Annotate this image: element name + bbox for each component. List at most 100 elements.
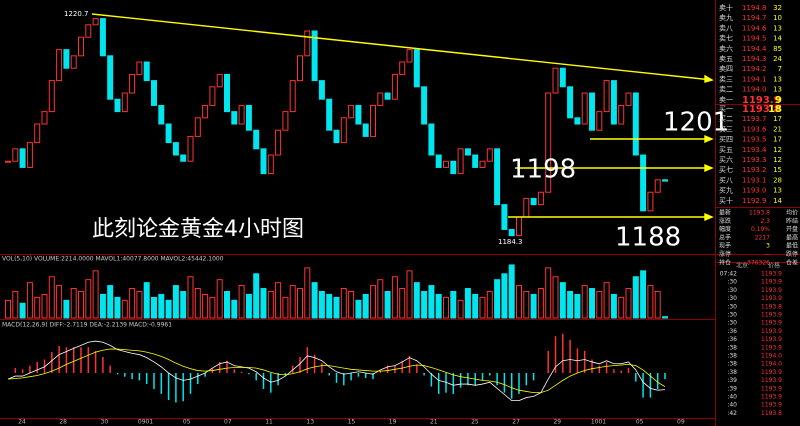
stat-label: 仓差 [786,258,798,266]
candle [494,148,501,206]
volume-bar [530,293,537,319]
stat-value: — [764,251,770,258]
tick-price: 1193.9 [761,336,782,343]
volume-bar [202,293,209,319]
book-label: 卖八 [719,24,733,32]
stat-label: 总手 [719,233,731,241]
tick-price: 1194.0 [761,353,782,360]
tick-price: 1193.9 [761,394,782,401]
candle [618,104,625,125]
candle [311,30,318,82]
book-label: 买六 [719,155,733,164]
book-volume: 14 [773,197,782,205]
volume-bar [12,290,19,319]
candle [370,104,376,137]
book-volume: 7 [778,65,782,73]
candle [391,73,398,100]
candle [537,191,544,206]
candle [559,67,566,88]
book-label: 卖七 [719,34,733,43]
candle [297,55,303,82]
candle [625,92,632,106]
volume-bar [26,282,33,319]
book-label: 买九 [719,186,733,195]
volume-bar [640,270,647,319]
volume-bar [19,302,26,319]
book-label: 买七 [719,165,733,174]
date-label: 30 [101,419,109,426]
book-price: 1193.7 [742,115,767,123]
book-price: 1193.8 [742,104,781,115]
tick-header: 价格 [768,262,780,270]
candle [472,154,479,168]
tick-price: 1193.8 [761,303,782,310]
candle [107,55,114,100]
tick-time: :30 [727,303,737,310]
candle [589,92,595,131]
book-price: 1194.5 [742,35,767,43]
volume-header: VOL(5,10) VOLUME:2214.0000 MAVOL1:40077.… [2,256,224,263]
candle [231,111,238,125]
book-price: 1194.2 [742,65,767,73]
tick-time: :39 [727,377,737,384]
macd-header: MACD(12,26,9) DIFF:-2.7119 DEA:-2.2139 M… [2,322,172,329]
tick-time: :39 [727,385,737,392]
candle [486,148,493,162]
volume-bar [99,293,106,319]
book-price: 1194.8 [742,4,767,12]
candle [574,117,581,125]
volume-bar [34,296,41,319]
arrow [704,212,714,222]
stat-label: 现手 [719,242,731,250]
tick-time: :38 [727,369,737,376]
plot [5,18,668,403]
candle [5,160,11,163]
volume-bar [267,290,274,319]
stat-label: 最新 [719,209,731,217]
volume-bar [5,299,11,319]
candle [377,92,384,106]
candle [129,73,136,94]
date-label: 05 [636,419,644,426]
candle [12,148,19,162]
volume-bar [574,293,581,319]
volume-bar [610,293,617,319]
candle [34,123,41,144]
volume-bar [464,288,471,319]
candle [165,123,172,144]
book-volume: 17 [773,115,782,123]
candle [267,154,274,175]
volume-bar [333,296,340,319]
tick-time: :38 [727,344,737,351]
stat-label: 开盘 [786,225,798,233]
candle [545,92,552,193]
volume-bar [48,276,55,319]
volume-bar [289,285,296,319]
candle [41,111,48,125]
volume-bar [443,296,449,319]
date-label: 15 [348,419,356,426]
date-label: 27 [512,419,520,426]
candle [610,80,617,125]
candle [26,142,33,168]
book-price: 1194.3 [742,55,767,63]
tick-price: 1193.9 [761,344,782,351]
book-price: 1192.9 [742,197,767,205]
book-price: 1194.0 [742,86,767,94]
volume-bar [311,282,318,319]
volume-bar [297,288,303,319]
stat-label: 涨停 [719,250,731,258]
candle [275,129,282,156]
drawings [91,13,714,222]
stat-label: 昨结 [786,217,798,225]
candle [78,36,84,57]
stat-value: 0.19% [751,226,770,233]
volume-bar [618,296,625,319]
date-label: 29 [553,419,561,426]
volume-bar [625,288,632,319]
book-price: 1193.0 [742,187,767,195]
volume-bar [516,285,522,319]
volume-bar [180,290,187,319]
book-volume: 24 [773,55,782,63]
